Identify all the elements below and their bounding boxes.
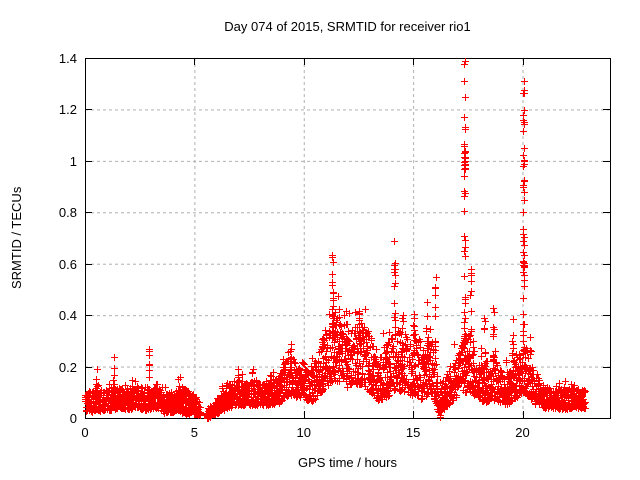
- y-tick-label: 0.4: [58, 308, 77, 324]
- y-tick-label: 0.6: [58, 256, 77, 272]
- y-tick-label: 0.8: [58, 205, 77, 221]
- x-tick-label: 20: [515, 425, 530, 440]
- x-tick-label: 0: [81, 425, 89, 440]
- x-axis-label: GPS time / hours: [298, 455, 397, 470]
- y-tick-label: 1: [69, 153, 77, 169]
- x-tick-label: 10: [296, 425, 311, 440]
- y-tick-label: 0.2: [58, 359, 77, 375]
- chart-title: Day 074 of 2015, SRMTID for receiver rio…: [224, 19, 471, 34]
- y-tick-label: 1.4: [58, 51, 77, 66]
- x-tick-label: 15: [405, 425, 421, 440]
- x-tick-label: 5: [190, 425, 198, 440]
- y-tick-label: 0: [69, 411, 77, 426]
- y-tick-label: 1.2: [58, 102, 77, 118]
